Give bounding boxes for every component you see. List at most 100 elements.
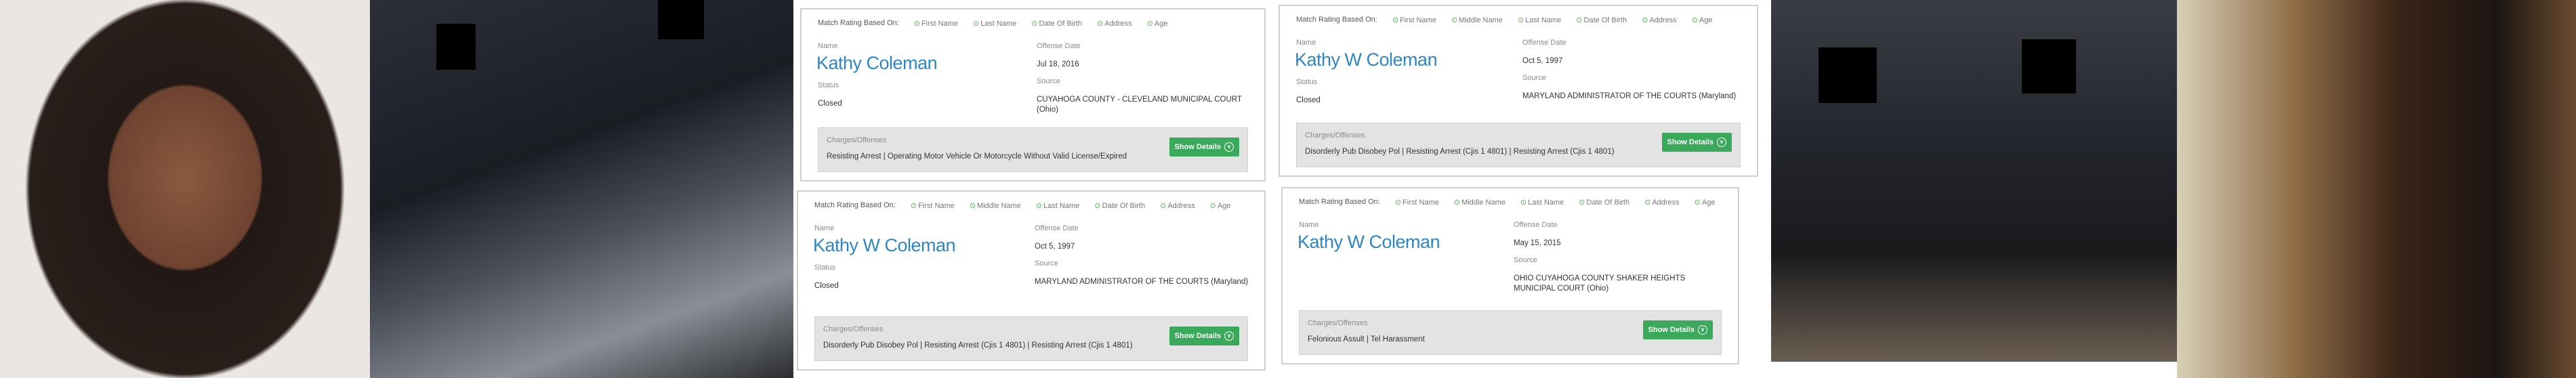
criteria-item: ⊙ Last Name bbox=[1520, 198, 1564, 207]
check-circle-icon: ⊙ bbox=[1451, 16, 1458, 24]
check-circle-icon: ⊙ bbox=[1094, 202, 1101, 210]
status-value: Closed bbox=[814, 282, 839, 290]
check-circle-icon: ⊙ bbox=[913, 20, 921, 28]
arrest-photo bbox=[1771, 0, 2177, 362]
match-rating-label: Match Rating Based On: bbox=[818, 19, 899, 27]
offense-date-value: Oct 5, 1997 bbox=[1035, 243, 1075, 251]
criteria-item: ⊙ Address bbox=[1644, 198, 1680, 207]
criteria-item: ⊙ Date Of Birth bbox=[1576, 16, 1627, 24]
show-details-label: Show Details bbox=[1648, 326, 1695, 334]
record-name: Kathy W Coleman bbox=[813, 235, 956, 255]
criteria-item: ⊙ Last Name bbox=[1518, 16, 1561, 24]
show-details-label: Show Details bbox=[1174, 332, 1221, 340]
criteria-label: Last Name bbox=[1525, 16, 1562, 24]
criteria-item: ⊙ Date Of Birth bbox=[1579, 198, 1629, 207]
criteria-label: Last Name bbox=[980, 20, 1017, 28]
source-value: MARYLAND ADMINISTRATOR OF THE COURTS (Ma… bbox=[1035, 278, 1249, 286]
check-circle-icon: ⊙ bbox=[1576, 16, 1583, 24]
charges-panel: Charges/Offenses Resisting Arrest | Opera… bbox=[818, 127, 1248, 172]
check-circle-icon: ⊙ bbox=[1097, 20, 1104, 28]
criteria-item: ⊙ Middle Name bbox=[1454, 198, 1505, 207]
criteria-label: Address bbox=[1167, 202, 1195, 210]
source-value: MARYLAND ADMINISTRATOR OF THE COURTS (Ma… bbox=[1522, 92, 1737, 100]
criteria-item: ⊙ Middle Name bbox=[970, 201, 1021, 210]
status-label: Status bbox=[1296, 78, 1318, 86]
criteria-item: ⊙ Age bbox=[1692, 16, 1713, 24]
criteria-item: ⊙ Last Name bbox=[1036, 201, 1079, 210]
criteria-label: Age bbox=[1701, 198, 1716, 207]
criteria-item: ⊙ First Name bbox=[1395, 198, 1439, 207]
record-card: Match Rating Based On: ⊙ First Name ⊙ Middle… bbox=[1279, 5, 1758, 177]
check-circle-icon: ⊙ bbox=[1691, 16, 1698, 24]
criteria-item: ⊙ Date Of Birth bbox=[1094, 201, 1145, 210]
record-card: Match Rating Based On: ⊙ First Name ⊙ Middle… bbox=[1281, 187, 1739, 364]
check-circle-icon: ⊙ bbox=[969, 202, 976, 210]
record-name: Kathy W Coleman bbox=[1295, 49, 1438, 70]
criteria-label: Middle Name bbox=[1461, 198, 1505, 207]
criteria-label: Last Name bbox=[1528, 198, 1564, 207]
offense-date-label: Offense Date bbox=[1522, 39, 1566, 47]
show-details-button[interactable]: Show Details ∨ bbox=[1169, 138, 1239, 156]
criteria-label: Middle Name bbox=[977, 202, 1021, 210]
charges-label: Charges/Offenses bbox=[827, 136, 887, 144]
charges-panel: Charges/Offenses Disorderly Pub Disobey P… bbox=[814, 316, 1248, 361]
criteria-label: Age bbox=[1217, 202, 1231, 210]
check-circle-icon: ⊙ bbox=[1520, 198, 1527, 207]
criteria-label: Date Of Birth bbox=[1039, 20, 1083, 28]
show-details-button[interactable]: Show Details ∨ bbox=[1169, 327, 1239, 345]
record-name: Kathy W Coleman bbox=[1297, 232, 1440, 252]
show-details-button[interactable]: Show Details ∨ bbox=[1661, 133, 1732, 152]
record-card: Match Rating Based On: ⊙ First Name ⊙ Middle… bbox=[797, 190, 1266, 371]
criteria-label: Date Of Birth bbox=[1586, 198, 1630, 207]
check-circle-icon: ⊙ bbox=[972, 20, 980, 28]
criteria-label: Date Of Birth bbox=[1102, 202, 1146, 210]
check-circle-icon: ⊙ bbox=[1579, 198, 1585, 207]
check-circle-icon: ⊙ bbox=[1694, 198, 1701, 207]
show-details-label: Show Details bbox=[1174, 143, 1221, 151]
criteria-item: ⊙ Address bbox=[1097, 19, 1132, 28]
offense-date-value: Oct 5, 1997 bbox=[1522, 57, 1563, 65]
criteria-label: First Name bbox=[1403, 198, 1439, 207]
criteria-label: First Name bbox=[1400, 16, 1436, 24]
check-circle-icon: ⊙ bbox=[1642, 16, 1648, 24]
criteria-item: ⊙ Age bbox=[1147, 19, 1168, 28]
criteria-label: Address bbox=[1652, 198, 1680, 207]
check-circle-icon: ⊙ bbox=[1517, 16, 1524, 24]
source-value: OHIO CUYAHOGA COUNTY SHAKER HEIGHTS MUNI… bbox=[1514, 274, 1686, 293]
name-label: Name bbox=[814, 224, 835, 232]
criteria-item: ⊙ First Name bbox=[1392, 16, 1436, 24]
criteria-label: Address bbox=[1104, 20, 1132, 28]
criteria-item: ⊙ Age bbox=[1210, 201, 1231, 210]
match-criteria: Match Rating Based On: ⊙ First Name ⊙ Last N… bbox=[818, 19, 1182, 28]
offense-date-value: May 15, 2015 bbox=[1514, 239, 1561, 247]
chevron-down-circle-icon: ∨ bbox=[1224, 331, 1234, 341]
criteria-label: Address bbox=[1649, 16, 1677, 24]
status-value: Closed bbox=[1296, 96, 1321, 104]
criteria-item: ⊙ First Name bbox=[911, 201, 955, 210]
source-label: Source bbox=[1037, 77, 1060, 85]
charges-value: Disorderly Pub Disobey Pol | Resisting A… bbox=[823, 341, 1133, 350]
record-name: Kathy Coleman bbox=[816, 53, 938, 73]
charges-value: Felonious Assult | Tel Harassment bbox=[1308, 335, 1425, 343]
match-rating-label: Match Rating Based On: bbox=[1296, 16, 1377, 24]
criteria-label: Age bbox=[1699, 16, 1713, 24]
charges-label: Charges/Offenses bbox=[1308, 319, 1368, 327]
charges-value: Resisting Arrest | Operating Motor Vehic… bbox=[827, 152, 1127, 161]
charges-label: Charges/Offenses bbox=[1305, 131, 1365, 140]
censor-box bbox=[2022, 39, 2076, 93]
charges-panel: Charges/Offenses Felonious Assult | Tel H… bbox=[1299, 310, 1722, 355]
show-details-button[interactable]: Show Details ∨ bbox=[1642, 320, 1713, 339]
name-label: Name bbox=[1299, 221, 1319, 229]
offense-date-label: Offense Date bbox=[1037, 42, 1081, 50]
match-rating-label: Match Rating Based On: bbox=[1299, 198, 1380, 206]
criteria-item: ⊙ Date Of Birth bbox=[1031, 19, 1082, 28]
source-label: Source bbox=[1514, 256, 1537, 264]
status-value: Closed bbox=[818, 100, 842, 108]
check-circle-icon: ⊙ bbox=[1031, 20, 1038, 28]
match-criteria: Match Rating Based On: ⊙ First Name ⊙ Middle… bbox=[1296, 16, 1727, 24]
offense-date-label: Offense Date bbox=[1514, 221, 1558, 229]
criteria-item: ⊙ Address bbox=[1160, 201, 1195, 210]
check-circle-icon: ⊙ bbox=[1453, 198, 1461, 207]
criteria-item: ⊙ Middle Name bbox=[1451, 16, 1503, 24]
check-circle-icon: ⊙ bbox=[1209, 202, 1216, 210]
